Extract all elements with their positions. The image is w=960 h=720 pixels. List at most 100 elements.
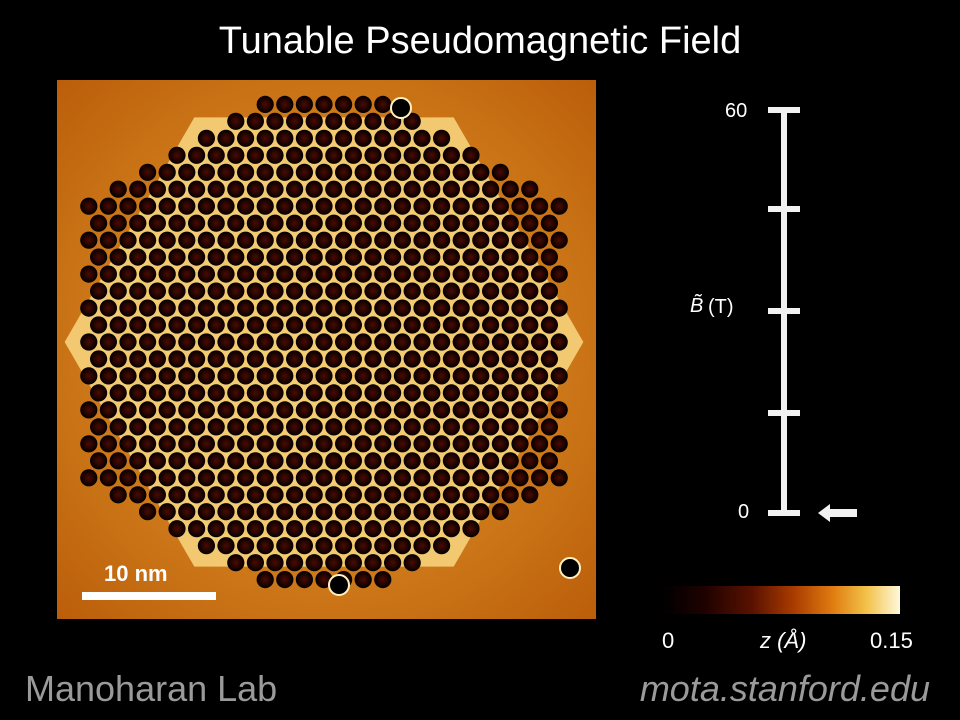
lattice-site bbox=[531, 367, 549, 385]
lattice-site bbox=[246, 282, 264, 300]
lattice-site bbox=[511, 401, 529, 419]
lattice-site bbox=[384, 350, 402, 368]
lattice-site bbox=[168, 520, 186, 538]
lattice-site bbox=[384, 316, 402, 334]
lattice-site bbox=[472, 367, 490, 385]
lattice-site bbox=[335, 503, 353, 521]
lattice-site bbox=[403, 316, 421, 334]
lattice-site bbox=[442, 282, 460, 300]
lattice-site bbox=[335, 95, 353, 113]
lattice-site bbox=[188, 316, 206, 334]
lattice-site bbox=[374, 537, 392, 555]
lattice-site bbox=[393, 163, 411, 181]
lattice-site bbox=[286, 418, 304, 436]
lattice-site bbox=[227, 554, 245, 572]
lattice-site bbox=[295, 537, 313, 555]
lattice-site bbox=[188, 282, 206, 300]
lattice-site bbox=[119, 435, 137, 453]
lattice-site bbox=[90, 384, 108, 402]
lattice-site bbox=[315, 503, 333, 521]
lattice-site bbox=[491, 299, 509, 317]
left-arrow-icon bbox=[818, 504, 857, 522]
molecular-lattice bbox=[80, 95, 581, 596]
lattice-site bbox=[129, 486, 147, 504]
lattice-site bbox=[472, 197, 490, 215]
lattice-site bbox=[354, 197, 372, 215]
lattice-site bbox=[286, 486, 304, 504]
lattice-site bbox=[246, 180, 264, 198]
lattice-site bbox=[521, 180, 539, 198]
lattice-site bbox=[521, 248, 539, 266]
lattice-site bbox=[364, 350, 382, 368]
lattice-site bbox=[99, 367, 117, 385]
lattice-site bbox=[374, 197, 392, 215]
lattice-site bbox=[344, 282, 362, 300]
lattice-site bbox=[276, 537, 294, 555]
lattice-site bbox=[207, 214, 225, 232]
lattice-site bbox=[531, 197, 549, 215]
lattice-site bbox=[178, 333, 196, 351]
lattice-site bbox=[237, 503, 255, 521]
lattice-site bbox=[246, 486, 264, 504]
lattice-site bbox=[217, 435, 235, 453]
lattice-site bbox=[158, 299, 176, 317]
field-bottom-tick-label: 0 bbox=[738, 501, 750, 523]
lattice-site bbox=[393, 469, 411, 487]
lattice-site bbox=[393, 231, 411, 249]
lattice-site bbox=[197, 163, 215, 181]
lattice-site bbox=[80, 197, 98, 215]
lattice-site bbox=[413, 163, 431, 181]
lattice-site bbox=[286, 146, 304, 164]
lattice-site bbox=[325, 452, 343, 470]
lattice-site bbox=[403, 350, 421, 368]
lattice-site bbox=[364, 282, 382, 300]
lattice-site bbox=[295, 231, 313, 249]
lattice-site bbox=[423, 486, 441, 504]
lattice-site bbox=[305, 146, 323, 164]
lattice-site bbox=[178, 367, 196, 385]
lattice-site bbox=[168, 282, 186, 300]
lattice-site bbox=[227, 112, 245, 130]
lattice-site bbox=[197, 265, 215, 283]
lattice-site bbox=[119, 299, 137, 317]
lattice-site bbox=[384, 418, 402, 436]
lattice-site bbox=[237, 469, 255, 487]
lattice-site bbox=[491, 401, 509, 419]
lattice-site bbox=[550, 333, 568, 351]
lattice-site bbox=[472, 265, 490, 283]
lattice-site bbox=[374, 333, 392, 351]
lattice-site bbox=[295, 163, 313, 181]
lattice-site bbox=[482, 452, 500, 470]
lattice-site bbox=[139, 401, 157, 419]
lattice-site bbox=[246, 554, 264, 572]
lattice-site bbox=[433, 197, 451, 215]
lattice-site bbox=[364, 214, 382, 232]
field-top-tick-label: 60 bbox=[725, 100, 748, 122]
lattice-site bbox=[540, 384, 558, 402]
lattice-site bbox=[452, 299, 470, 317]
lattice-site bbox=[462, 282, 480, 300]
lattice-site bbox=[335, 231, 353, 249]
lattice-site bbox=[344, 384, 362, 402]
lattice-site bbox=[413, 333, 431, 351]
lattice-site bbox=[413, 129, 431, 147]
lattice-site bbox=[227, 180, 245, 198]
lattice-site bbox=[295, 571, 313, 589]
website-url: mota.stanford.edu bbox=[639, 668, 930, 709]
lattice-site bbox=[335, 333, 353, 351]
page-title: Tunable Pseudomagnetic Field bbox=[218, 20, 742, 62]
lattice-site bbox=[129, 248, 147, 266]
lattice-site bbox=[119, 265, 137, 283]
lattice-site bbox=[354, 163, 372, 181]
lattice-site bbox=[129, 384, 147, 402]
lattice-site bbox=[325, 112, 343, 130]
lattice-site bbox=[442, 248, 460, 266]
lattice-site bbox=[246, 452, 264, 470]
lattice-site bbox=[472, 435, 490, 453]
lattice-site bbox=[207, 384, 225, 402]
lattice-site bbox=[119, 469, 137, 487]
lattice-site bbox=[540, 452, 558, 470]
lattice-site bbox=[168, 146, 186, 164]
lattice-site bbox=[158, 333, 176, 351]
lattice-site bbox=[413, 367, 431, 385]
